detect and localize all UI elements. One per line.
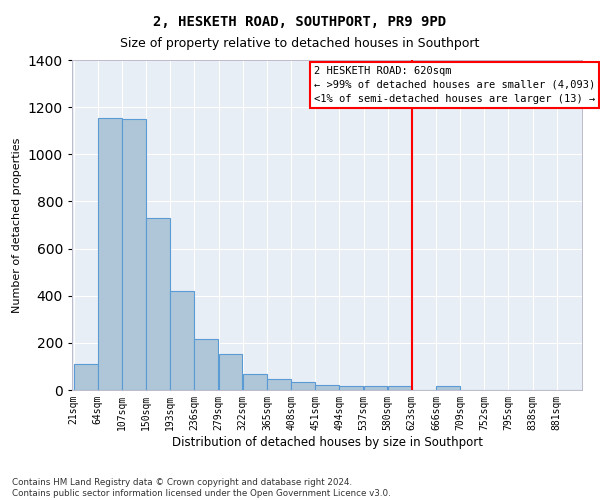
Y-axis label: Number of detached properties: Number of detached properties <box>12 138 22 312</box>
Bar <box>364 386 388 390</box>
Bar <box>218 354 242 390</box>
Bar <box>170 291 194 390</box>
Bar <box>146 218 170 390</box>
Bar <box>122 120 146 390</box>
Text: Contains HM Land Registry data © Crown copyright and database right 2024.
Contai: Contains HM Land Registry data © Crown c… <box>12 478 391 498</box>
Bar <box>194 339 218 390</box>
Text: 2 HESKETH ROAD: 620sqm
← >99% of detached houses are smaller (4,093)
<1% of semi: 2 HESKETH ROAD: 620sqm ← >99% of detache… <box>314 66 595 104</box>
Bar <box>243 374 266 390</box>
Bar <box>98 118 122 390</box>
Bar <box>436 386 460 390</box>
X-axis label: Distribution of detached houses by size in Southport: Distribution of detached houses by size … <box>172 436 482 448</box>
Text: 2, HESKETH ROAD, SOUTHPORT, PR9 9PD: 2, HESKETH ROAD, SOUTHPORT, PR9 9PD <box>154 15 446 29</box>
Bar <box>74 364 98 390</box>
Bar <box>388 386 412 390</box>
Bar <box>315 386 339 390</box>
Bar <box>340 386 363 390</box>
Text: Size of property relative to detached houses in Southport: Size of property relative to detached ho… <box>121 38 479 51</box>
Bar <box>267 378 291 390</box>
Bar <box>291 382 315 390</box>
